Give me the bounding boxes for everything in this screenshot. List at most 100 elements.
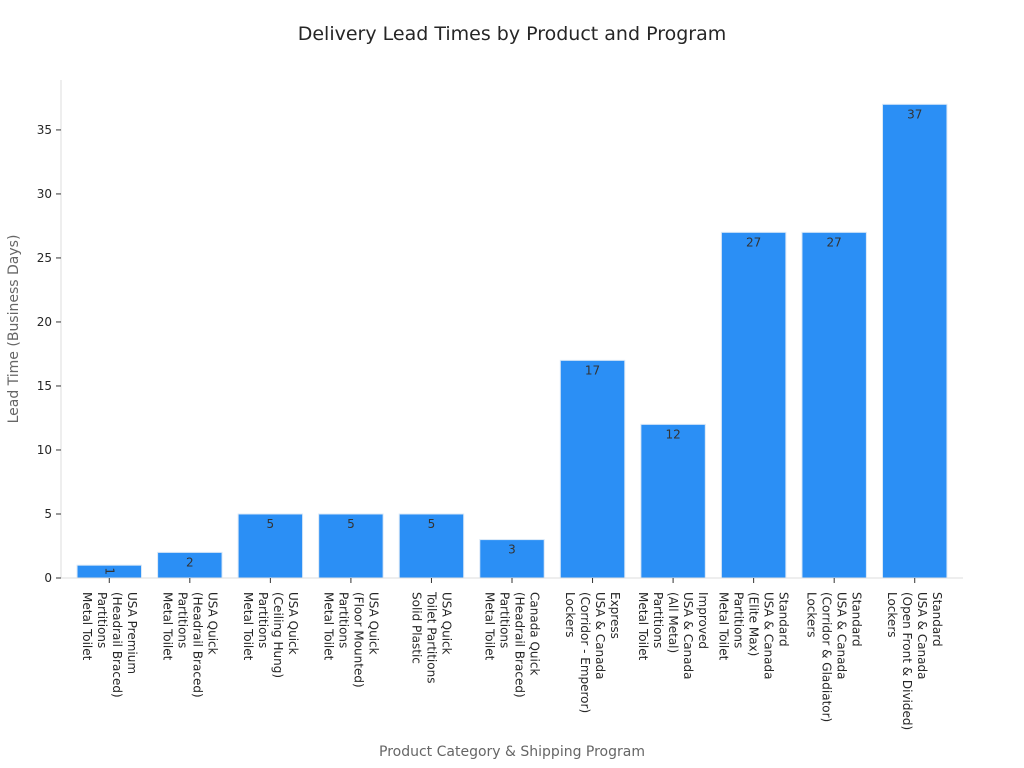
x-tick-label-line: (Floor Mounted) [351,592,365,688]
data-label: 12 [665,427,680,441]
x-tick-label: Metal ToiletPartitions(Floor Mounted)USA… [321,592,380,688]
x-tick-label-line: Metal Toilet [321,592,335,661]
x-tick-label-line: (Headrail Braced) [110,592,124,698]
data-label: 2 [186,555,194,569]
bar [559,359,626,579]
x-tick-label-line: (Headrail Braced) [190,592,204,698]
x-tick-label-line: Partitions [498,592,512,648]
x-tick-label-line: Express [608,592,622,639]
x-tick-label-line: Metal Toilet [80,592,94,661]
x-tick-label-line: Partitions [732,592,746,648]
x-tick-label-line: (Corridor & Gladiator) [820,592,834,722]
x-tick-label-line: Standard [777,592,791,647]
bar [157,551,223,579]
x-tick-label-line: Canada Quick [528,592,542,675]
bar [237,513,304,579]
x-tick-label-line: (Elite Max) [747,592,761,656]
y-tick-label: 15 [37,379,52,393]
y-tick-label: 5 [44,507,52,521]
x-tick-label-line: Partitions [175,592,189,648]
bars-group [76,103,948,579]
x-tick-label-text: Metal ToiletPartitions(Elite Max)USA & C… [717,592,791,679]
x-tick-label-line: Lockers [563,592,577,638]
x-tick-label-line: Lockers [805,592,819,638]
y-tick-label: 35 [37,123,52,137]
y-axis: 0 5 10 15 20 25 30 35 [37,80,62,585]
x-tick-label-line: USA & Canada [681,592,695,679]
x-tick-label-text: Metal ToiletPartitions(All Metal)USA & C… [636,592,710,679]
x-tick-label-line: Metal Toilet [717,592,731,661]
y-tick-label: 25 [37,251,52,265]
data-label: 5 [267,517,275,531]
data-label: 3 [508,543,516,557]
x-tick-label: Lockers(Open Front & Divided)USA & Canad… [885,592,944,730]
x-tick-label: Metal ToiletPartitions(Ceiling Hung)USA … [241,592,300,678]
x-tick-label-line: Solid Plastic [409,592,423,664]
chart-title: Delivery Lead Times by Product and Progr… [298,23,727,45]
x-tick-label-line: Metal Toilet [636,592,650,661]
x-tick-label: Solid PlasticToilet PartitionsUSA Quick [409,591,453,683]
x-tick-label-text: Lockers(Open Front & Divided)USA & Canad… [885,592,944,730]
x-tick-label-line: Partitions [336,592,350,648]
x-tick-label-text: Lockers(Corridor & Gladiator)USA & Canad… [805,592,864,722]
x-axis-title: Product Category & Shipping Program [379,744,645,760]
x-tick-label: Metal ToiletPartitions(All Metal)USA & C… [636,592,710,679]
x-tick-label-line: USA & Canada [835,592,849,679]
data-label: 5 [347,517,355,531]
data-label: 5 [428,517,436,531]
x-tick-label: Lockers(Corridor & Gladiator)USA & Canad… [805,592,864,722]
x-tick-label: Metal ToiletPartitions(Headrail Braced)C… [483,592,542,698]
x-tick-label-line: Standard [930,592,944,647]
data-label: 27 [746,235,761,249]
x-axis: Metal ToiletPartitions(Headrail Braced)U… [61,577,963,730]
x-tick-label-text: Metal ToiletPartitions(Ceiling Hung)USA … [241,592,300,678]
bar [640,423,706,579]
x-tick-label-line: (Open Front & Divided) [900,592,914,730]
x-tick-label-line: USA Quick [286,592,300,655]
bar [398,513,465,579]
x-tick-label-line: (All Metal) [666,592,680,653]
x-tick-label-line: USA & Canada [915,592,929,679]
bar [801,231,867,579]
x-tick-label-text: Metal ToiletPartitions(Headrail Braced)C… [483,592,542,698]
y-axis-title: Lead Time (Business Days) [6,235,22,424]
x-tick-label-text: Metal ToiletPartitions(Headrail Braced)U… [80,592,139,698]
data-label: 37 [907,107,922,121]
data-label: 1 [102,567,116,575]
x-tick-label-line: USA & Canada [593,592,607,679]
x-tick-label-line: Partitions [95,592,109,648]
x-tick-label-line: Metal Toilet [160,592,174,661]
y-tick-label: 30 [37,187,52,201]
x-tick-label-line: USA & Canada [762,592,776,679]
x-tick-label-line: Standard [850,592,864,647]
bar [318,513,384,579]
x-tick-label-line: Partitions [256,592,270,648]
x-tick-label-line: Metal Toilet [241,592,255,661]
x-tick-label-text: Lockers(Corridor - Emperor)USA & CanadaE… [563,592,622,713]
data-label: 17 [585,363,600,377]
x-tick-label: Metal ToiletPartitions(Headrail Braced)U… [80,592,139,698]
bar [720,231,787,579]
x-tick-label-line: Metal Toilet [483,592,497,661]
data-label: 27 [827,235,842,249]
x-tick-label-text: Metal ToiletPartitions(Headrail Braced)U… [160,592,219,698]
x-tick-label-line: USA Premium [125,592,139,674]
y-tick-label: 0 [44,571,52,585]
x-tick-label-line: USA Quick [205,592,219,655]
x-tick-label-line: (Headrail Braced) [513,592,527,698]
x-tick-label-line: Partitions [651,592,665,648]
x-tick-label-line: USA Quick [366,592,380,655]
x-tick-label-line: (Corridor - Emperor) [578,592,592,713]
y-tick-label: 10 [37,443,52,457]
y-tick-label: 20 [37,315,52,329]
x-tick-label: Metal ToiletPartitions(Headrail Braced)U… [160,592,219,698]
x-tick-label-line: Lockers [885,592,899,638]
x-tick-label: Metal ToiletPartitions(Elite Max)USA & C… [717,592,791,679]
x-tick-label-line: Toilet Partitions [424,591,438,683]
x-tick-label-line: (Ceiling Hung) [271,592,285,678]
bar [882,103,948,579]
x-tick-label: Lockers(Corridor - Emperor)USA & CanadaE… [563,592,622,713]
x-tick-label-line: Improved [696,592,710,649]
